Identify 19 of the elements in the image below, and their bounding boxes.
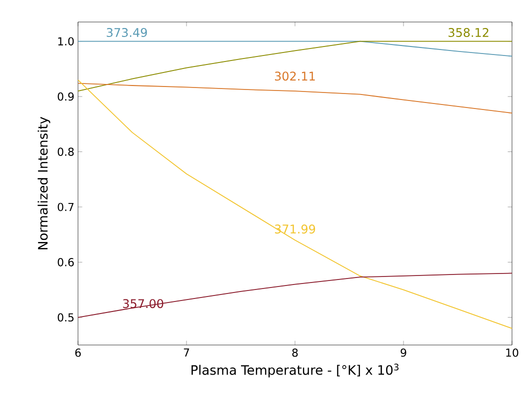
series-label: 357.00 bbox=[123, 299, 164, 308]
line-series bbox=[78, 272, 512, 318]
y-tick-label: 0.7 bbox=[58, 202, 74, 212]
series-label: 371.99 bbox=[274, 224, 316, 234]
y-tick-label: 0.5 bbox=[58, 313, 74, 322]
series-label: 358.12 bbox=[448, 28, 488, 38]
series-label: 302.11 bbox=[274, 72, 315, 81]
series-label: 373.49 bbox=[106, 28, 147, 38]
y-tick-label: 0.6 bbox=[58, 258, 74, 266]
y-axis-title: Normalized Intensity bbox=[38, 116, 50, 250]
x-tick-label: 8 bbox=[292, 348, 298, 357]
x-tick-label: 6 bbox=[75, 348, 81, 357]
x-axis-title: Plasma Temperature - [°K] x 10$^{3}$ bbox=[192, 364, 398, 378]
y-tick-label: 0.8 bbox=[58, 148, 74, 156]
x-tick-label: 10 bbox=[506, 348, 518, 357]
y-tick-label: 1.0 bbox=[58, 37, 74, 46]
x-tick-label: 7 bbox=[184, 348, 190, 357]
y-tick-label: 0.9 bbox=[58, 92, 74, 101]
x-tick-label: 9 bbox=[400, 348, 406, 357]
